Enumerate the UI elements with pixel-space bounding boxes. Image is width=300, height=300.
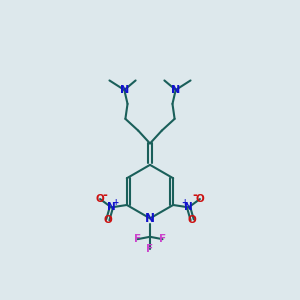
Text: N: N: [107, 202, 116, 212]
Text: N: N: [171, 85, 180, 95]
Text: O: O: [103, 215, 112, 225]
Text: O: O: [196, 194, 204, 204]
Text: O: O: [188, 215, 197, 225]
Text: F: F: [134, 234, 141, 244]
Text: N: N: [184, 202, 193, 212]
Text: +: +: [112, 198, 119, 207]
Text: -: -: [193, 189, 198, 202]
Text: N: N: [145, 212, 155, 225]
Text: +: +: [182, 198, 188, 207]
Text: F: F: [146, 244, 154, 254]
Text: N: N: [120, 85, 129, 95]
Text: F: F: [159, 234, 166, 244]
Text: -: -: [102, 189, 107, 202]
Text: O: O: [96, 194, 104, 204]
